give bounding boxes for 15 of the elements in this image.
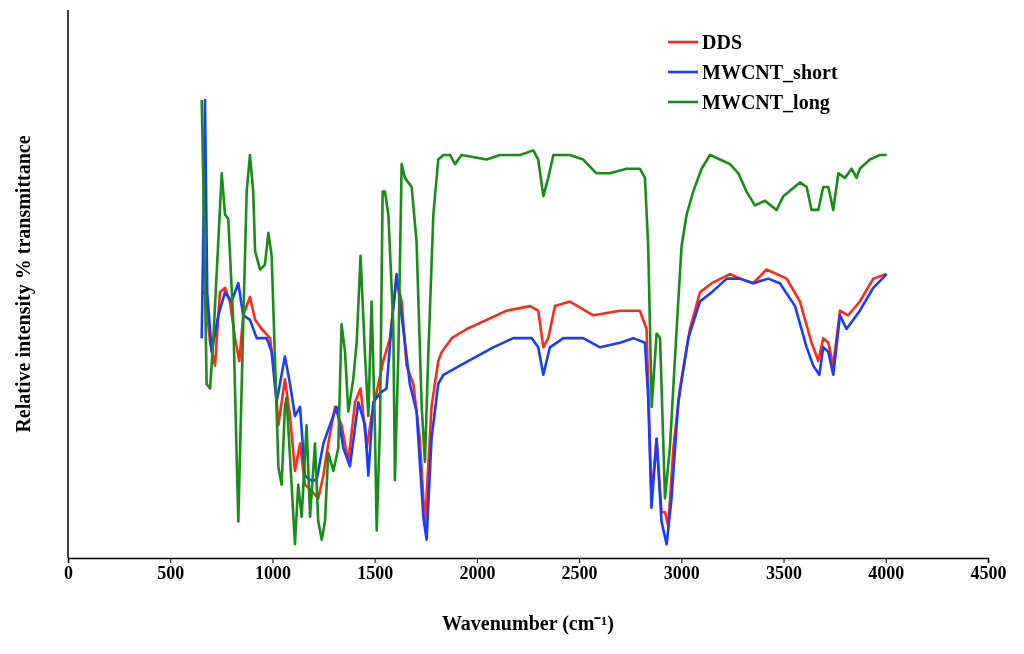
x-tick-label: 0 — [64, 562, 73, 583]
x-tick-label: 4000 — [868, 562, 905, 583]
y-axis-title: Relative intensity % transmittance — [12, 135, 35, 433]
legend-label: MWCNT_long — [702, 91, 830, 114]
x-axis-title: Wavenumber (cm⁻¹) — [441, 612, 615, 635]
x-tick-label: 2000 — [459, 562, 496, 583]
x-tick-label: 3000 — [663, 562, 700, 583]
x-tick-label: 1500 — [357, 562, 394, 583]
x-tick-label: 1000 — [254, 562, 291, 583]
x-tick-label: 2500 — [561, 562, 598, 583]
legend-label: DDS — [702, 31, 743, 53]
x-tick-label: 500 — [157, 562, 185, 583]
x-tick-label: 4500 — [970, 562, 1007, 583]
legend-label: MWCNT_short — [702, 61, 838, 83]
x-tick-label: 3500 — [766, 562, 803, 583]
